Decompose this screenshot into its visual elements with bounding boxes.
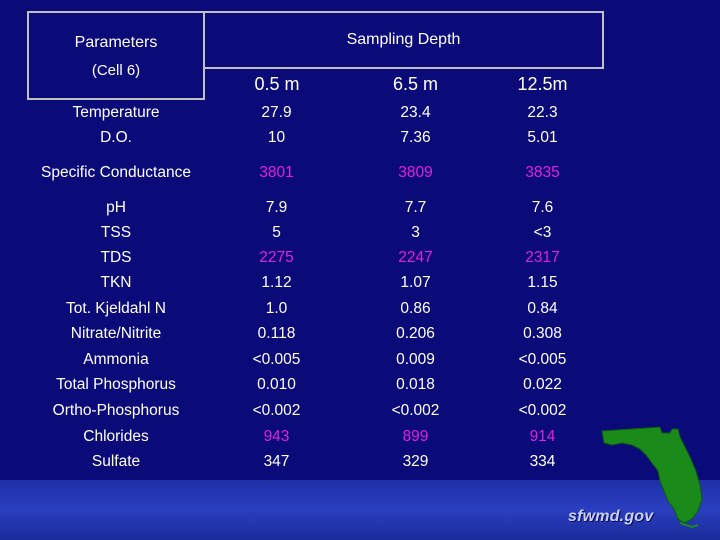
depth-value-2: <3 — [533, 224, 552, 241]
depth-value-1: 1.07 — [400, 274, 431, 291]
parameters-header: Parameters (Cell 6) — [27, 11, 205, 100]
depth-value-1: 0.009 — [396, 350, 435, 368]
param-name: Ammonia — [83, 350, 149, 368]
depth-value-2: 0.84 — [527, 299, 558, 317]
depth-value-1: 3809 — [398, 164, 433, 181]
depth-value-1: 7.36 — [400, 129, 431, 146]
depth-value-2: 7.6 — [531, 199, 554, 216]
depth-value-2: 0.022 — [523, 376, 562, 393]
parameters-label: Parameters — [74, 34, 158, 51]
table-row: Nitrate/Nitrite 0.118 0.206 0.308 — [28, 321, 603, 346]
depth-value-2: 3835 — [525, 164, 560, 181]
param-name: Sulfate — [91, 453, 141, 470]
depth-value-0: 1.0 — [265, 299, 288, 317]
table-row: pH 7.9 7.7 7.6 — [28, 195, 603, 220]
depth-value-0: 10 — [267, 129, 286, 146]
table-row: D.O. 10 7.36 5.01 — [28, 125, 603, 150]
depth-header-1: 6.5 m — [392, 73, 439, 94]
sfwmd-logo[interactable]: sfwmd.gov — [568, 508, 654, 525]
depth-value-0: 943 — [263, 427, 290, 445]
depth-value-2: <0.002 — [518, 401, 567, 419]
table-row: Specific Conductance 3801 3809 3835 — [28, 150, 603, 195]
florida-map-icon — [601, 426, 703, 529]
param-name: TDS — [100, 249, 132, 266]
depth-value-1: 0.86 — [400, 299, 431, 317]
depth-value-2: 22.3 — [527, 103, 558, 121]
depth-header-0: 0.5 m — [254, 73, 300, 94]
param-name: Tot. Kjeldahl N — [66, 299, 166, 317]
depth-value-2: 1.15 — [527, 274, 558, 291]
sampling-table: Parameters (Cell 6) Sampling Depth 0.5 m… — [27, 11, 604, 474]
depth-value-1: 0.018 — [396, 376, 435, 393]
depth-value-0: 3801 — [259, 164, 294, 181]
depth-value-1: <0.002 — [391, 401, 440, 419]
depth-header-2: 12.5m — [517, 73, 568, 94]
depth-value-0: 5 — [272, 224, 281, 241]
depth-value-0: 0.118 — [257, 325, 296, 342]
param-name: Nitrate/Nitrite — [70, 325, 162, 342]
depth-value-0: 0.010 — [257, 376, 296, 393]
depth-value-2: 5.01 — [527, 129, 558, 146]
param-name: pH — [106, 199, 126, 216]
depth-value-0: 347 — [263, 453, 290, 470]
depth-value-0: <0.002 — [252, 401, 301, 419]
param-name: Total Phosphorus — [56, 376, 176, 393]
depth-value-1: 23.4 — [400, 103, 431, 121]
depth-value-2: 0.308 — [523, 325, 562, 342]
table-row: Total Phosphorus 0.010 0.018 0.022 — [28, 372, 603, 397]
param-name: D.O. — [100, 129, 132, 146]
table-row: TDS 2275 2247 2317 — [28, 245, 603, 270]
depth-value-1: 0.206 — [396, 325, 435, 342]
table-row: Ammonia <0.005 0.009 <0.005 — [28, 346, 603, 372]
param-name: TKN — [100, 274, 132, 291]
depth-value-1: 899 — [402, 427, 429, 445]
depth-value-0: <0.005 — [252, 350, 301, 368]
table-row: Ortho-Phosphorus <0.002 <0.002 <0.002 — [28, 397, 603, 423]
table-body: Temperature 27.9 23.4 22.3 D.O. 10 7.36 5.01 Spe… — [28, 99, 603, 474]
param-name: Ortho-Phosphorus — [52, 401, 180, 419]
param-name: Chlorides — [83, 427, 149, 445]
depth-value-2: 914 — [529, 427, 556, 445]
table-row: TKN 1.12 1.07 1.15 — [28, 270, 603, 295]
cell-label: (Cell 6) — [91, 62, 141, 79]
table-row: TSS 5 3 <3 — [28, 220, 603, 245]
depth-value-1: 2247 — [398, 249, 433, 266]
depth-value-1: 3 — [411, 224, 420, 241]
depth-value-2: 334 — [529, 453, 556, 470]
depth-value-0: 27.9 — [261, 103, 292, 121]
param-name: Temperature — [72, 104, 160, 121]
table-row: Tot. Kjeldahl N 1.0 0.86 0.84 — [28, 295, 603, 321]
bottom-band — [0, 480, 720, 540]
depth-value-0: 7.9 — [265, 199, 288, 216]
table-row: Sulfate 347 329 334 — [28, 449, 603, 474]
table-row: Chlorides 943 899 914 — [28, 423, 603, 449]
depth-value-2: 2317 — [525, 249, 560, 266]
depth-value-2: <0.005 — [518, 350, 567, 368]
table-row: Temperature 27.9 23.4 22.3 — [28, 99, 603, 125]
param-name: TSS — [100, 224, 132, 241]
depth-value-0: 2275 — [259, 249, 294, 266]
depth-value-1: 7.7 — [404, 199, 427, 216]
sampling-depth-header: Sampling Depth — [203, 11, 604, 69]
depth-value-0: 1.12 — [261, 274, 292, 291]
depth-value-1: 329 — [402, 453, 429, 470]
param-name: Specific Conductance — [41, 164, 191, 181]
